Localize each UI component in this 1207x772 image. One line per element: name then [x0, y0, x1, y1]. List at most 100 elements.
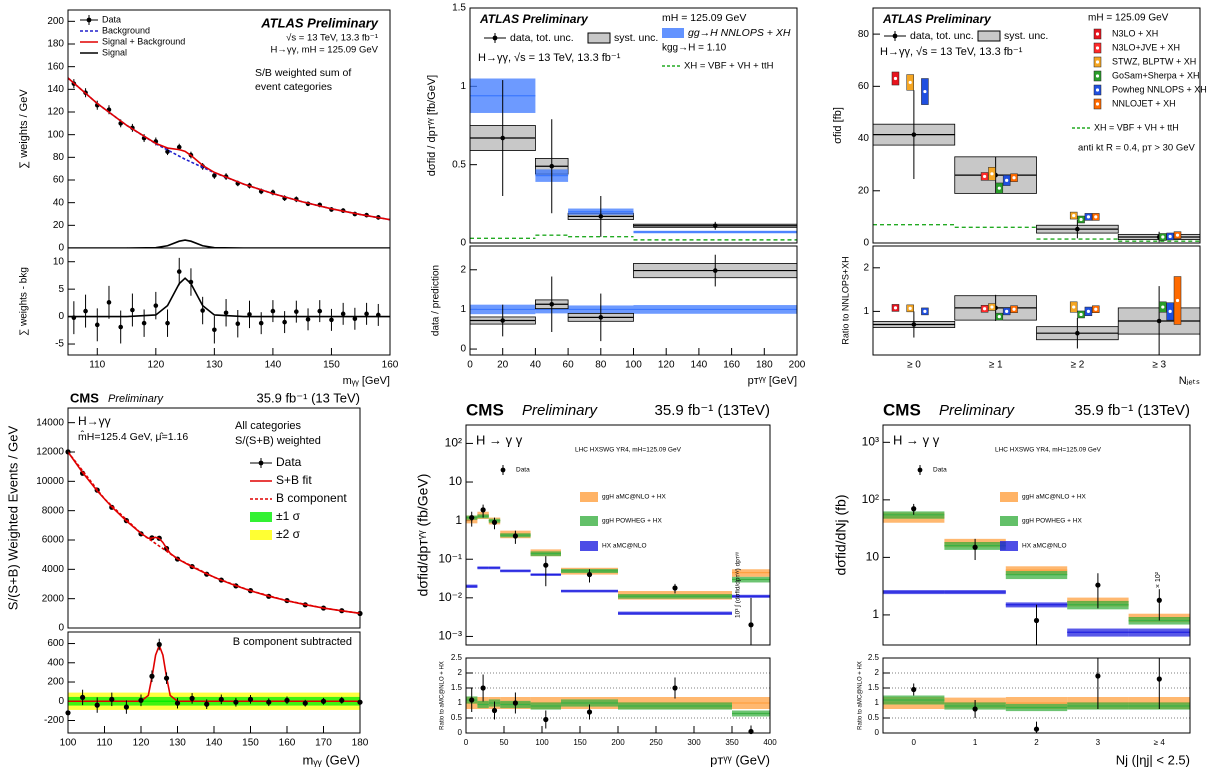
data-point: [189, 695, 195, 701]
annotation: 35.9 fb⁻¹ (13TeV): [1075, 402, 1190, 419]
legend-swatch: [580, 516, 598, 526]
x-tick-label: 110: [89, 360, 105, 371]
x-tick-label: 150: [573, 738, 587, 747]
legend-label: HX aMC@NLO: [1022, 543, 1067, 550]
data-point: [1033, 726, 1040, 732]
y-axis-label: dσfid / dpᴛᵞᵞ [fb/GeV]: [426, 75, 438, 176]
legend-swatch: [580, 541, 598, 551]
annotation: CMS: [70, 390, 99, 405]
data-point: [270, 308, 276, 314]
data-point: [339, 697, 345, 703]
annotation: event categories: [255, 81, 332, 93]
y-tick-label: 100: [47, 129, 64, 140]
x-tick-label: 140: [691, 360, 708, 371]
x-tick-label: 60: [563, 360, 575, 371]
data-point: [284, 697, 290, 703]
y-tick-label: 140: [47, 84, 64, 95]
y-tick-label: 20: [858, 185, 870, 196]
data-point: [1033, 617, 1040, 624]
prediction-center: [1005, 178, 1009, 182]
data-point: [247, 312, 252, 317]
y-tick-label: 10: [449, 474, 463, 488]
prediction-center: [1086, 309, 1091, 313]
y-tick-label: 0.5: [451, 713, 463, 722]
data-point: [218, 696, 224, 702]
prediction-center: [1072, 305, 1076, 309]
data-point: [586, 571, 593, 578]
y-axis-label: σfid [fb]: [832, 107, 844, 144]
data-point: [352, 316, 358, 322]
data-point: [469, 514, 475, 521]
y-tick-label: 2: [458, 668, 463, 677]
prediction-center: [923, 309, 927, 313]
y-tick-label: 10⁻¹: [438, 551, 462, 565]
y-tick-label: 60: [858, 81, 870, 92]
legend-label: N3LO + XH: [1112, 28, 1158, 38]
data-point: [204, 701, 210, 707]
data-point: [512, 700, 519, 706]
y-tick-label: 5: [58, 284, 64, 295]
legend-label: XH = VBF + VH + ttH: [684, 61, 774, 72]
prediction-center: [997, 186, 1001, 190]
annotation: CMS: [466, 400, 504, 419]
y-tick-label: 4000: [42, 564, 65, 575]
legend-swatch: [500, 467, 506, 473]
y-tick-label: 0: [460, 238, 466, 249]
data-point: [911, 506, 917, 512]
data-point: [1156, 597, 1162, 603]
legend-label: B component: [276, 491, 347, 505]
annotation: H→γγ, mH = 125.09 GeV: [271, 45, 379, 56]
legend-label: ggH POWHEG + HX: [1022, 518, 1082, 525]
x-tick-label: 110: [97, 738, 113, 749]
y-tick-label: 1: [455, 513, 462, 527]
prediction-center: [1175, 233, 1180, 237]
x-tick-label: 80: [595, 360, 607, 371]
legend-label: ggH POWHEG + HX: [602, 518, 662, 525]
x-tick-label: 130: [169, 738, 186, 749]
legend-label: Signal: [102, 47, 127, 57]
legend-swatch: [1000, 516, 1018, 526]
y-tick-label: 0: [58, 311, 64, 322]
prediction-center: [1012, 307, 1016, 311]
data-point: [188, 279, 194, 285]
y-tick-label: 400: [47, 657, 64, 668]
data-point: [266, 699, 272, 705]
plot-frame: [882, 424, 1191, 646]
prediction-center: [893, 306, 898, 310]
data-point: [141, 320, 147, 326]
legend-label: ggH aMC@NLO + HX: [602, 494, 667, 501]
data-point: [174, 700, 181, 706]
x-tick-label: 140: [206, 738, 223, 749]
y-tick-label: 0: [863, 238, 869, 249]
plot-frame: [882, 657, 1191, 734]
annotation: Preliminary: [939, 402, 1016, 419]
annotation: m̂H=125.4 GeV, μ̂=1.16: [78, 429, 188, 443]
y-tick-label: 0.5: [452, 159, 466, 170]
legend-swatch: [250, 512, 272, 522]
prediction-center: [982, 174, 987, 179]
annotation: B component subtracted: [233, 636, 352, 648]
data-point: [233, 699, 239, 705]
y-tick-label: 200: [47, 677, 64, 688]
data-point: [598, 214, 604, 219]
x-axis-label: Nj (|ηj| < 2.5): [1116, 752, 1190, 767]
annotation: Preliminary: [522, 402, 599, 419]
x-tick-label: 140: [265, 360, 282, 371]
y-axis-label: Ratio to aMC@NLO + HX: [440, 661, 446, 730]
legend-label: data, tot. unc.: [510, 32, 574, 44]
data-point: [1075, 330, 1080, 336]
prediction-center: [1161, 235, 1165, 239]
data-point: [294, 309, 299, 314]
legend-label: Data: [516, 467, 530, 474]
prediction-center: [923, 89, 927, 94]
y-axis-label: data / prediction: [431, 265, 442, 336]
curve: [67, 451, 361, 615]
plot-frame: [465, 657, 771, 734]
x-axis-label: pᴛᵞᵞ [GeV]: [748, 375, 797, 387]
x-axis-label: mᵧᵧ [GeV]: [343, 375, 390, 387]
plot-frame: [67, 247, 391, 356]
legend-swatch: [662, 28, 684, 38]
x-tick-label: 100: [625, 360, 642, 371]
y-tick-label: -200: [44, 715, 64, 726]
y-tick-label: 160: [47, 61, 64, 72]
